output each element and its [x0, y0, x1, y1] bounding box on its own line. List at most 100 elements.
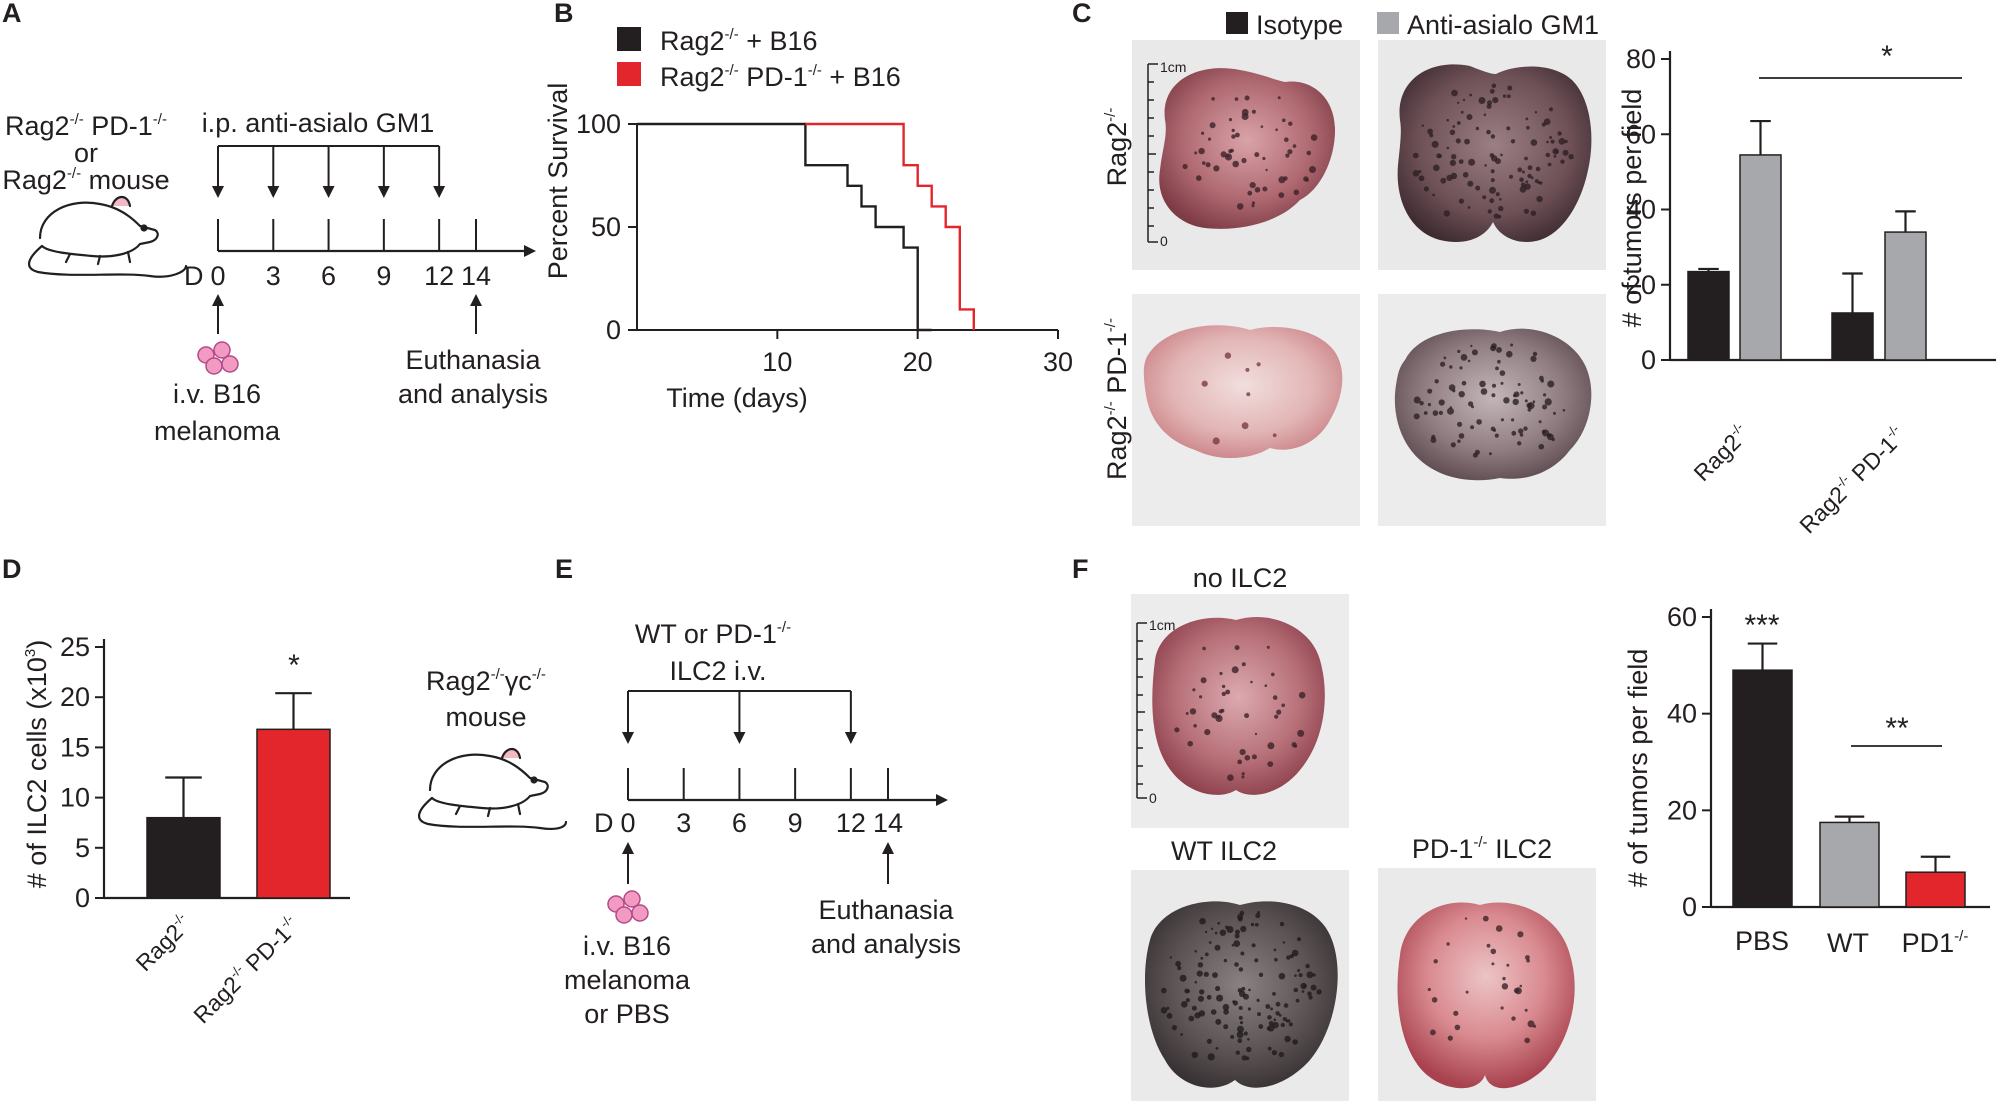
- tumor-spot: [1525, 180, 1529, 184]
- tumor-spot: [1430, 1029, 1436, 1036]
- e-mouse-genotype-line2: mouse: [445, 702, 526, 732]
- b-series-line-0: [637, 122, 932, 332]
- tumor-spot: [1443, 356, 1447, 360]
- tumor-spot: [1449, 365, 1453, 369]
- tumor-spot: [1274, 957, 1278, 962]
- c-y-tick-label-0: 0: [1641, 345, 1656, 375]
- treatment-bracket: [212, 145, 446, 198]
- c-y-tick-label-40: 40: [1626, 195, 1656, 225]
- tumor-spot: [1295, 998, 1300, 1003]
- e-treatment-bracket: [622, 690, 857, 744]
- tumor-spot: [1511, 418, 1515, 422]
- tumor-spot: [1283, 1003, 1289, 1008]
- tumor-spot: [1286, 955, 1291, 960]
- d-y-tick-label-0: 0: [75, 883, 90, 913]
- tumor-spot: [1462, 172, 1469, 178]
- tumor-spot: [1518, 428, 1524, 434]
- tumor-spot: [1277, 96, 1281, 100]
- tumor-spot: [1495, 158, 1501, 165]
- tumor-spot: [1546, 140, 1549, 144]
- tumor-spot: [1427, 128, 1433, 135]
- c-scale-top: 1cm: [1160, 59, 1186, 75]
- tumor-spot: [1316, 989, 1322, 995]
- tumor-spot: [1256, 998, 1260, 1003]
- tumor-spot: [1523, 426, 1528, 431]
- tumor-spot: [1539, 375, 1544, 381]
- tumor-spot: [1265, 1004, 1271, 1009]
- tumor-spot: [1310, 984, 1317, 991]
- tumor-spot: [1284, 1035, 1291, 1043]
- tumor-spot: [1548, 107, 1554, 112]
- b-x-axis-label: Time (days): [666, 383, 808, 413]
- tumor-spot: [1466, 114, 1473, 120]
- tumor-spot: [1204, 952, 1209, 957]
- tumor-spot: [1433, 164, 1440, 172]
- tumor-spot: [1456, 101, 1460, 105]
- tumor-spot: [1543, 393, 1547, 397]
- tumor-spot: [1527, 173, 1532, 179]
- e-day-label-6: 6: [732, 808, 747, 838]
- panel-f: F no ILC2 WT ILC2 PD-1-/- ILC2: [1072, 554, 1990, 1101]
- tumor-spot: [1241, 775, 1245, 779]
- tumor-spot: [1241, 157, 1247, 164]
- d-y-tick-label-15: 15: [60, 732, 90, 762]
- tumor-spot: [1519, 984, 1523, 988]
- tumor-spot: [1490, 426, 1496, 432]
- tumor-spot: [1562, 149, 1569, 156]
- tumor-spot: [1527, 402, 1535, 410]
- e-mouse-icon: [417, 747, 568, 830]
- f-scale-bottom: 0: [1149, 790, 1157, 806]
- tumor-spot: [1285, 153, 1290, 158]
- tumor-spot: [1517, 441, 1522, 446]
- tumor-spot: [1538, 420, 1542, 424]
- c-y-tick-label-60: 60: [1626, 119, 1656, 149]
- tumor-spot: [1450, 442, 1456, 448]
- e-cells-icon: [607, 890, 649, 924]
- tumor-spot: [1522, 170, 1525, 174]
- tumor-spot: [1279, 921, 1285, 927]
- tumor-spot: [1562, 409, 1566, 412]
- tumor-spot: [1199, 695, 1203, 699]
- tumor-spot: [1273, 948, 1277, 952]
- tumor-spot: [1455, 138, 1461, 144]
- tumor-spot: [1305, 963, 1310, 969]
- tumor-spot: [1196, 175, 1202, 181]
- e-injection-line3: or PBS: [584, 999, 670, 1029]
- c-y-tick-label-20: 20: [1626, 270, 1656, 300]
- tumor-spot: [1451, 89, 1458, 97]
- panel-a: A Rag2-/- PD-1-/- or Rag2-/- mouse i.p. …: [2, 0, 548, 446]
- tumor-spot: [1288, 121, 1293, 126]
- tumor-spot: [1517, 383, 1521, 386]
- tumor-spot: [1486, 943, 1491, 948]
- tumor-spot: [1234, 97, 1239, 101]
- tumor-spot: [1215, 1047, 1219, 1050]
- tumor-spot: [1545, 152, 1551, 158]
- tumor-spot: [1236, 203, 1244, 210]
- tumor-spot: [1447, 1035, 1453, 1041]
- tumor-spot: [1278, 972, 1286, 980]
- tumor-spot: [1568, 154, 1574, 160]
- tumor-spot: [1272, 433, 1277, 438]
- tumor-spot: [1193, 724, 1197, 728]
- tumor-spot: [1487, 209, 1493, 214]
- b-y-tick-label-50: 50: [591, 212, 621, 242]
- tumor-spot: [1241, 662, 1246, 667]
- tumor-spot: [1218, 709, 1223, 714]
- tumor-spot: [1231, 128, 1235, 133]
- tumor-spot: [1498, 205, 1504, 212]
- tumor-spot: [1457, 349, 1461, 353]
- c-row-label-rag2-pd1: Rag2-/- PD-1-/-: [1102, 318, 1132, 480]
- tumor-spot: [1231, 666, 1239, 674]
- tumor-spot: [1219, 929, 1227, 936]
- tumor-spot: [1226, 926, 1234, 933]
- tumor-spot: [1502, 976, 1506, 981]
- tumor-spot: [1215, 985, 1221, 992]
- panel-letter-e: E: [555, 554, 573, 584]
- f-y-tick-label-0: 0: [1682, 892, 1697, 922]
- tumor-spot: [1233, 940, 1241, 947]
- tumor-spot: [1223, 958, 1228, 963]
- e-day-prefix: D: [594, 808, 614, 838]
- tumor-spot: [1248, 988, 1251, 992]
- tumor-spot: [1462, 98, 1466, 102]
- mouse-genotype-or: or: [74, 138, 98, 168]
